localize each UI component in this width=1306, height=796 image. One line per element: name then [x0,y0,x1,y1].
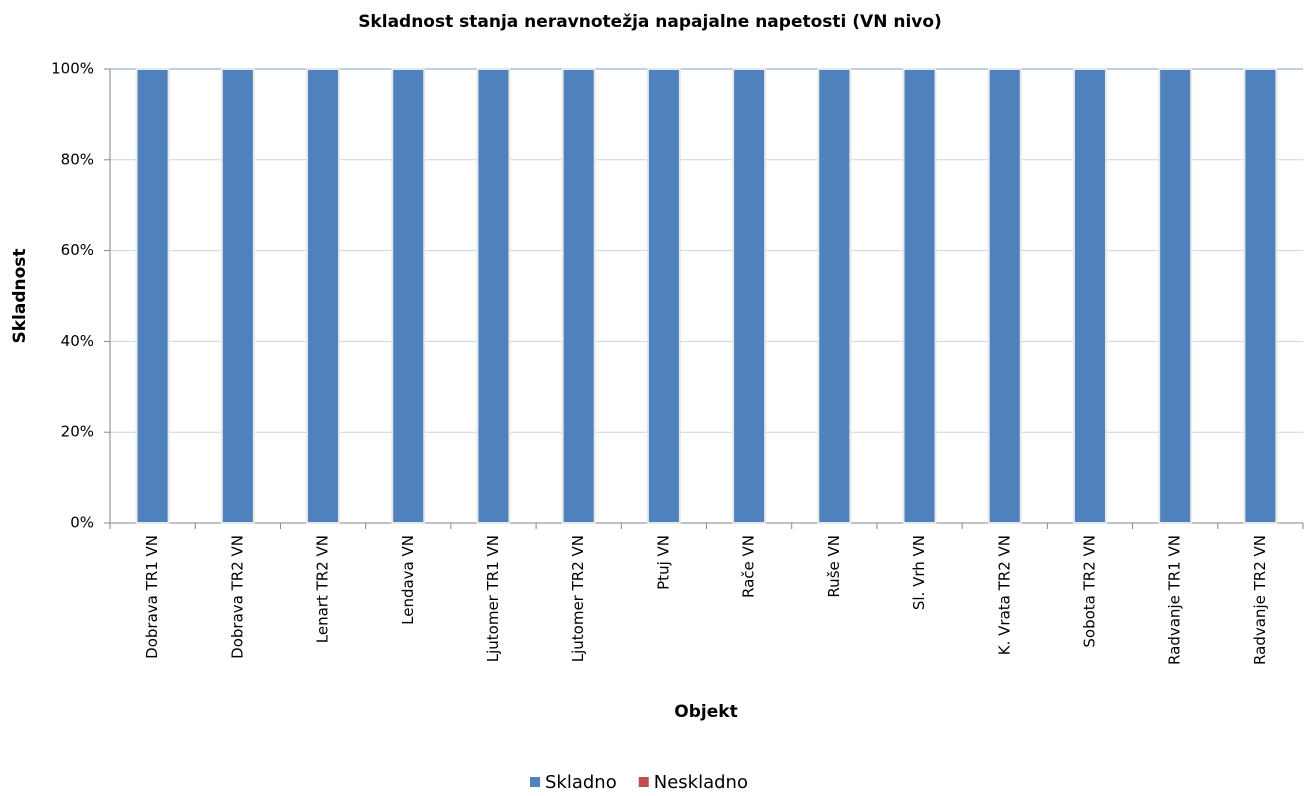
y-tick-label: 60% [61,241,94,259]
bar-segment [902,68,937,524]
chart-title: Skladnost stanja neravnotežja napajalne … [358,12,942,32]
x-axis-title: Objekt [674,702,737,722]
legend-swatch [638,777,649,787]
legend-label: Neskladno [654,772,748,793]
y-tick-label: 100% [51,60,94,78]
bar-segment [732,68,767,524]
x-tick-label: Dobrava TR2 VN [228,535,246,659]
legend-swatch [530,777,540,787]
x-tick-label: Sobota TR2 VN [1080,535,1098,648]
x-tick-label: K. Vrata TR2 VN [995,535,1013,655]
bar-segment [220,68,255,524]
x-tick-label: Radvanje TR1 VN [1166,535,1184,665]
bar-segment [476,68,511,524]
legend-label: Skladno [545,772,617,793]
bar-segment [561,68,596,524]
bar-segment [1072,68,1107,524]
bar-segment [1243,68,1278,524]
x-tick-label: Radvanje TR2 VN [1251,535,1269,665]
y-tick-label: 20% [61,423,94,441]
bar-segment [391,68,426,524]
bar-segment [135,68,170,524]
bar-segment [646,68,681,524]
bar-segment [306,68,341,524]
x-tick-label: Lendava VN [399,535,417,625]
x-tick-label: Rače VN [740,535,758,598]
y-tick-label: 0% [70,514,94,532]
y-tick-label: 80% [61,150,94,168]
bar-segment [1158,68,1193,524]
bar-segment [987,68,1022,524]
y-axis-title: Skladnost [10,248,30,343]
x-tick-label: Lenart TR2 VN [314,535,332,643]
x-tick-label: Ptuj VN [654,535,672,590]
x-tick-label: Dobrava TR1 VN [143,535,161,659]
bar-segment [817,68,852,524]
x-tick-label: Sl. Vrh VN [910,535,928,610]
x-tick-label: Ruše VN [825,535,843,598]
x-tick-label: Ljutomer TR1 VN [484,535,502,662]
x-tick-label: Ljutomer TR2 VN [569,535,587,662]
y-tick-label: 40% [61,332,94,350]
